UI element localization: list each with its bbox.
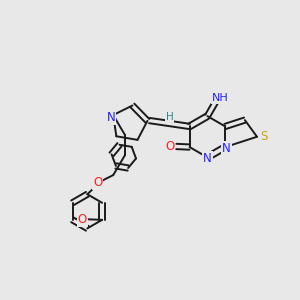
Text: N: N <box>222 142 231 155</box>
Text: N: N <box>203 152 212 165</box>
Text: H: H <box>166 112 173 122</box>
Text: N: N <box>106 112 115 124</box>
Text: S: S <box>260 130 267 143</box>
Text: O: O <box>78 213 87 226</box>
Text: O: O <box>93 176 103 189</box>
Text: O: O <box>165 140 175 153</box>
Text: NH: NH <box>212 93 228 103</box>
